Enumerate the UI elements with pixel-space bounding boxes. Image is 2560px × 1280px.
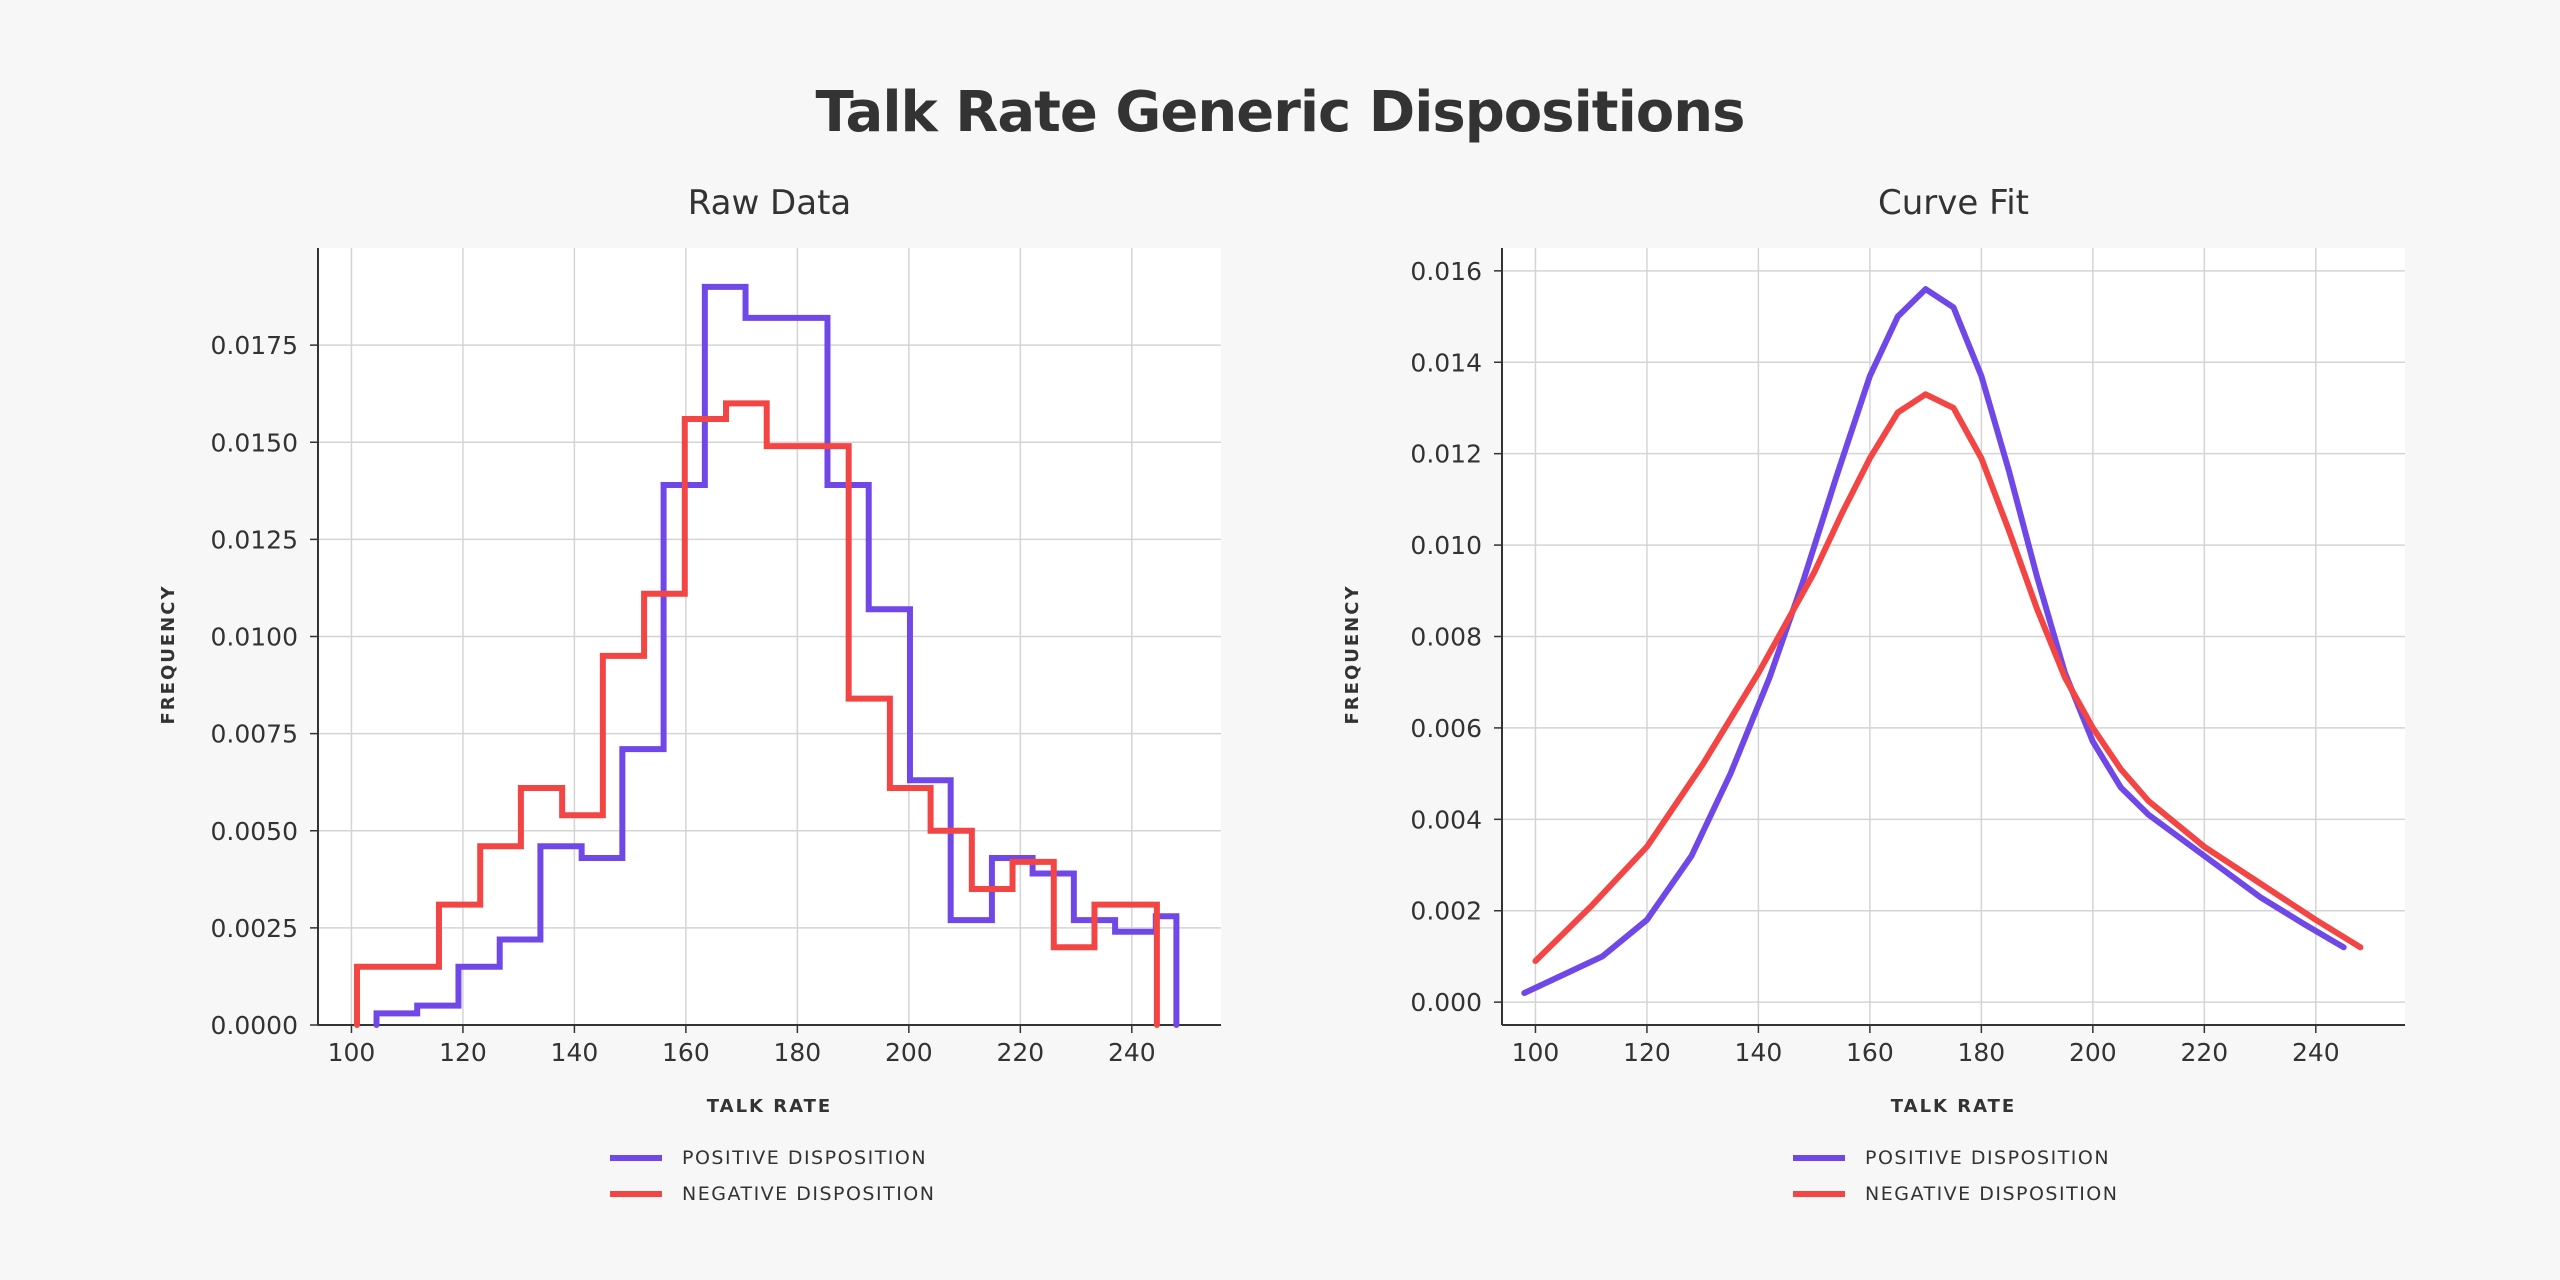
y-tick-label: 0.0025 <box>211 914 298 943</box>
y-tick-label: 0.0100 <box>211 623 298 652</box>
x-tick-label: 200 <box>2069 1038 2117 1067</box>
legend-label-positive: POSITIVE DISPOSITION <box>1865 1147 2111 1169</box>
legend-item-positive: POSITIVE DISPOSITION <box>1793 1140 2118 1176</box>
legend-swatch-negative <box>610 1191 662 1197</box>
y-tick-label: 0.014 <box>1410 348 1482 377</box>
x-tick-label: 240 <box>1108 1038 1156 1067</box>
x-tick-label: 180 <box>1958 1038 2006 1067</box>
y-axis-label: FREQUENCY <box>158 585 179 725</box>
series-line-negative <box>1532 391 2364 965</box>
y-tick-label: 0.010 <box>1410 531 1482 560</box>
y-tick-label: 0.004 <box>1410 805 1482 834</box>
y-tick-label: 0.0125 <box>211 525 298 554</box>
curve-fit-legend: POSITIVE DISPOSITION NEGATIVE DISPOSITIO… <box>1793 1140 2118 1212</box>
x-tick-label: 220 <box>996 1038 1044 1067</box>
x-tick-label: 100 <box>1512 1038 1560 1067</box>
legend-swatch-positive <box>610 1155 662 1161</box>
figure-title: Talk Rate Generic Dispositions <box>815 80 1746 145</box>
legend-label-negative: NEGATIVE DISPOSITION <box>682 1183 936 1205</box>
x-tick-label: 180 <box>774 1038 822 1067</box>
series-line-negative <box>354 400 1160 1028</box>
y-axis-label: FREQUENCY <box>1342 585 1363 725</box>
x-tick-label: 240 <box>2292 1038 2340 1067</box>
y-tick-label: 0.012 <box>1410 440 1482 469</box>
x-tick-label: 120 <box>1623 1038 1671 1067</box>
series-line-positive <box>373 283 1180 1028</box>
legend-item-negative: NEGATIVE DISPOSITION <box>610 1176 935 1212</box>
y-tick-label: 0.006 <box>1410 714 1482 743</box>
x-tick-label: 140 <box>551 1038 599 1067</box>
raw-data-legend: POSITIVE DISPOSITION NEGATIVE DISPOSITIO… <box>610 1140 935 1212</box>
x-tick-label: 200 <box>885 1038 933 1067</box>
legend-swatch-negative <box>1793 1191 1845 1197</box>
subplot-title: Curve Fit <box>1878 183 2029 223</box>
legend-label-positive: POSITIVE DISPOSITION <box>682 1147 928 1169</box>
y-tick-label: 0.0175 <box>211 331 298 360</box>
x-tick-label: 140 <box>1735 1038 1783 1067</box>
series-line-positive <box>1521 286 2347 997</box>
subplot-title: Raw Data <box>688 183 852 223</box>
x-tick-label: 120 <box>439 1038 487 1067</box>
y-tick-label: 0.016 <box>1410 257 1482 286</box>
x-tick-label: 160 <box>1846 1038 1894 1067</box>
legend-item-positive: POSITIVE DISPOSITION <box>610 1140 935 1176</box>
x-tick-label: 220 <box>2180 1038 2228 1067</box>
legend-swatch-positive <box>1793 1155 1845 1161</box>
x-tick-label: 160 <box>662 1038 710 1067</box>
y-tick-label: 0.0000 <box>211 1011 298 1040</box>
y-tick-label: 0.002 <box>1410 897 1482 926</box>
y-tick-label: 0.0075 <box>211 720 298 749</box>
legend-item-negative: NEGATIVE DISPOSITION <box>1793 1176 2118 1212</box>
x-tick-label: 100 <box>328 1038 376 1067</box>
y-tick-label: 0.000 <box>1410 988 1482 1017</box>
y-tick-label: 0.008 <box>1410 623 1482 652</box>
y-tick-label: 0.0050 <box>211 817 298 846</box>
x-axis-label: TALK RATE <box>1891 1096 2016 1117</box>
legend-label-negative: NEGATIVE DISPOSITION <box>1865 1183 2119 1205</box>
y-tick-label: 0.0150 <box>211 428 298 457</box>
x-axis-label: TALK RATE <box>707 1096 832 1117</box>
